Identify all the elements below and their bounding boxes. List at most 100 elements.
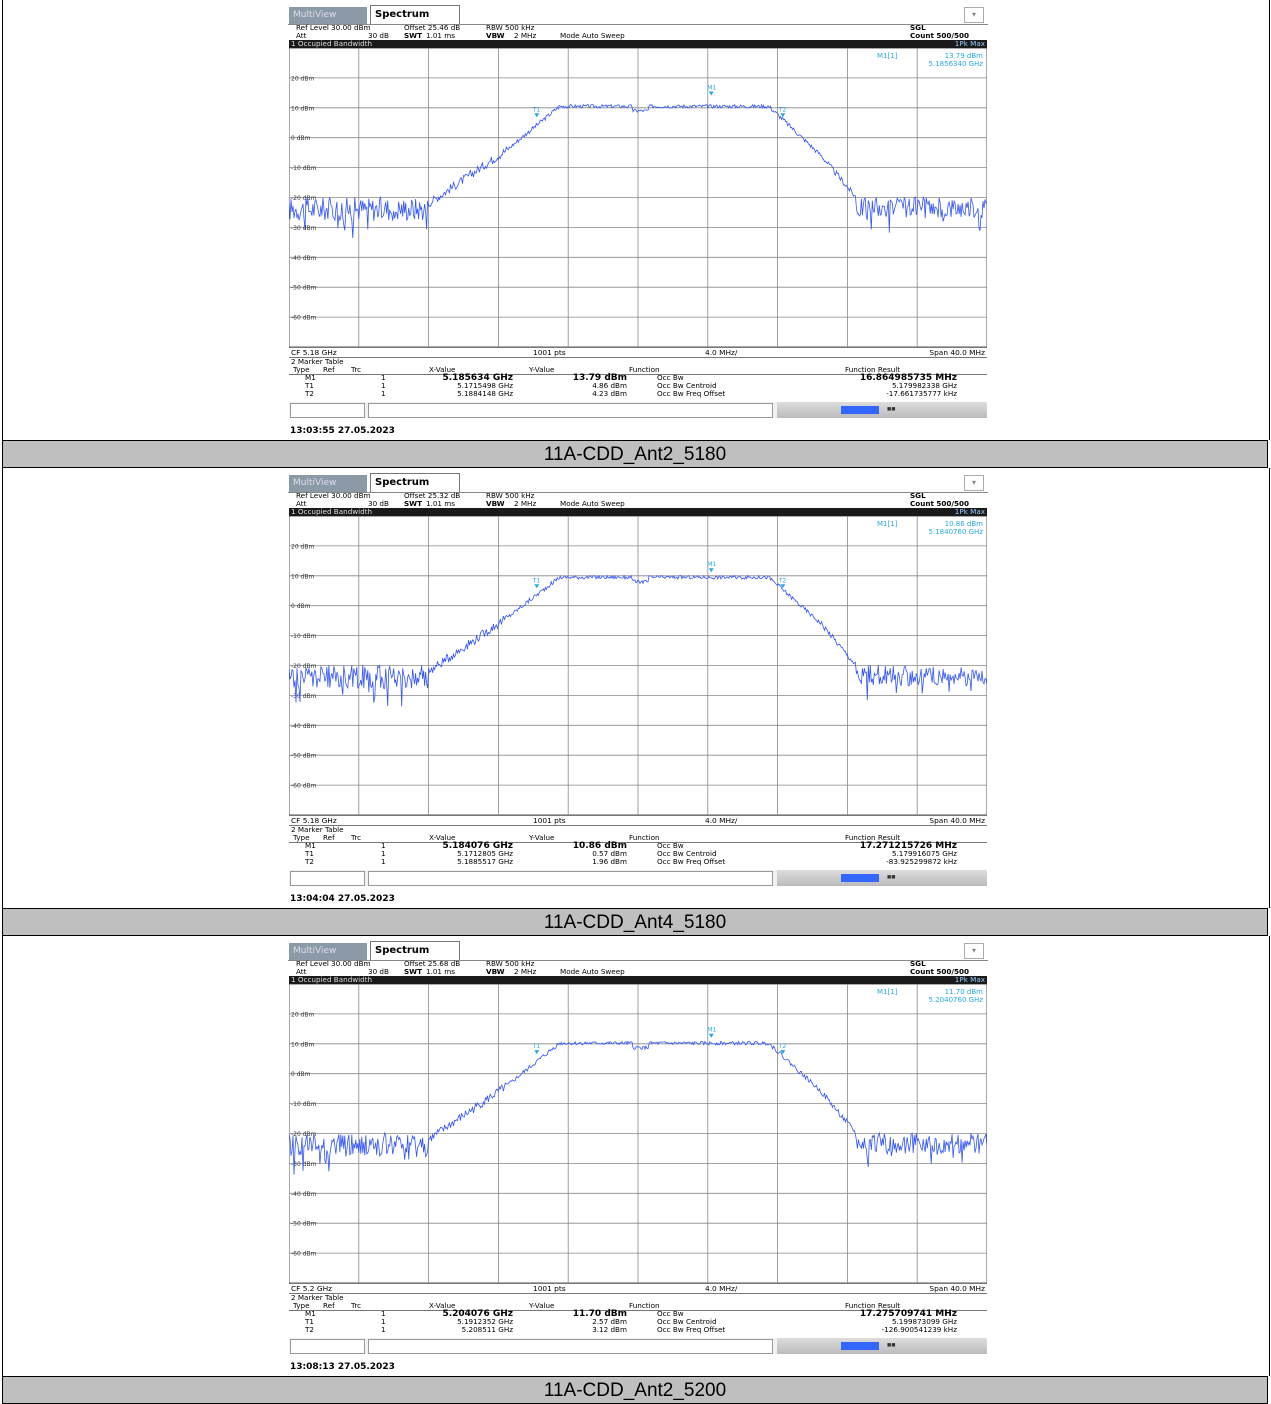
marker-table-header: X-Value [429,365,456,374]
span-value: Span 40.0 MHz [929,816,985,825]
marker-readout-level: 10.86 dBm [945,520,984,528]
freq-per-div: 4.0 MHz/ [705,1284,738,1293]
marker-label: T2 [778,1043,787,1050]
dropdown-chevron-icon[interactable]: ▾ [964,943,984,959]
analyzer-screenshot: MultiView Spectrum ▾ Ref Level 30.00 dBm Off… [288,473,988,886]
message-field [368,1339,773,1354]
row-type: T2 [305,857,314,866]
row-result: 5.199873099 GHz [891,1317,957,1326]
marker-table-header: Type [293,833,310,842]
header-rule [289,374,987,375]
marker-label: T1 [532,1043,541,1050]
trace-mode: 1Pk Max [954,975,985,984]
row-type: T2 [305,389,314,398]
swt-value: 1.01 ms [426,499,456,508]
marker-table: 2 Marker Table Type Ref Trc X-Value Y-Value Fu… [289,826,987,868]
sweep-mode: Mode Auto Sweep [560,499,625,508]
window-title-bar: 1 Occupied Bandwidth 1Pk Max [289,976,987,984]
marker-table-title: 2 Marker Table [291,1293,344,1302]
status-field [290,1339,365,1354]
marker-table-header: Ref [323,365,335,374]
row-trc: 1 [381,841,386,850]
row-result: 5.179982338 GHz [891,381,957,390]
header-rule [289,1310,987,1311]
y-tick-label: -50 dBm [291,1221,317,1228]
status-field [290,403,365,418]
row-type: M1 [305,1309,316,1318]
row-function: Occ Bw [657,841,684,850]
progress-bar [841,406,879,414]
row-x-value: 5.1884148 GHz [457,389,513,398]
offset: Offset 25.46 dB [404,23,461,32]
row-trc: 1 [381,381,386,390]
sgl-indicator: SGL [910,23,926,32]
y-tick-label: -40 dBm [291,1191,317,1198]
tab-bar: MultiView Spectrum ▾ [288,941,988,961]
sweep-points: 1001 pts [533,348,566,357]
row-trc: 1 [381,373,386,382]
tab-multiview[interactable]: MultiView [289,475,367,492]
x-axis-footer: CF 5.2 GHz 1001 pts 4.0 MHz/Span 40.0 MHz [289,1283,987,1294]
marker-table-title: 2 Marker Table [291,825,344,834]
row-y-value: 11.70 dBm [572,1309,627,1319]
row-function: Occ Bw Centroid [657,849,717,858]
row-function: Occ Bw Freq Offset [657,389,726,398]
status-info-area [777,870,987,886]
tab-multiview[interactable]: MultiView [289,943,367,960]
row-function: Occ Bw Freq Offset [657,857,726,866]
analyzer-screenshot: MultiView Spectrum ▾ Ref Level 30.00 dBm Off… [288,941,988,1354]
row-result: 5.179916075 GHz [891,849,957,858]
row-function: Occ Bw [657,1309,684,1318]
y-tick-label: -20 dBm [291,663,317,670]
spectrum-trace [288,103,988,239]
center-frequency: CF 5.18 GHz [291,348,337,357]
progress-bar [841,1342,879,1350]
settings-header: Ref Level 30.00 dBm Offset 25.32 dB RBW 50… [288,492,988,508]
marker-table-header: Type [293,1301,310,1310]
settings-header: Ref Level 30.00 dBm Offset 25.68 dB RBW 50… [288,960,988,976]
marker-label: T2 [778,106,787,113]
y-tick-label: 10 dBm [291,1041,314,1048]
dropdown-chevron-icon[interactable]: ▾ [964,7,984,23]
y-tick-label: -60 dBm [291,1251,317,1258]
sgl-indicator: SGL [910,491,926,500]
timestamp: 13:04:04 27.05.2023 [290,894,395,904]
offset: Offset 25.68 dB [404,959,461,968]
marker-t2 [780,113,786,118]
progress-bar [841,874,879,882]
y-tick-label: -30 dBm [291,1161,317,1168]
att-label: Att [296,967,307,976]
figure-caption: 11A-CDD_Ant4_5180 [2,908,1268,936]
marker-label: M1 [707,561,716,568]
vbw-label: VBW [486,967,505,976]
marker-table-header: Y-Value [529,833,555,842]
row-function: Occ Bw Centroid [657,1317,717,1326]
row-result: 17.275709741 MHz [859,1309,957,1319]
row-function: Occ Bw Freq Offset [657,1325,726,1334]
settings-header: Ref Level 30.00 dBm Offset 25.46 dB RBW 50… [288,24,988,40]
tab-spectrum[interactable]: Spectrum [370,5,460,24]
spectrum-svg: 20 dBm 10 dBm 0 dBm -10 dBm -20 dBm -30 dBm -4… [288,47,988,348]
y-tick-label: -40 dBm [291,723,317,730]
tab-spectrum[interactable]: Spectrum [370,941,460,960]
tab-spectrum[interactable]: Spectrum [370,473,460,492]
marker-t1 [534,584,540,589]
instrument-icon: ■■ [887,406,896,413]
center-frequency: CF 5.2 GHz [291,1284,333,1293]
dropdown-chevron-icon[interactable]: ▾ [964,475,984,491]
marker-table-header: Trc [351,1301,362,1310]
window-title: 1 Occupied Bandwidth [291,975,373,984]
row-y-value: 4.23 dBm [592,389,627,398]
report-cell [2,936,1270,1376]
vbw-label: VBW [486,499,505,508]
span-value: Span 40.0 MHz [929,1284,985,1293]
sgl-indicator: SGL [910,959,926,968]
y-tick-label: -10 dBm [291,1101,317,1108]
marker-table: 2 Marker Table Type Ref Trc X-Value Y-Value Fu… [289,358,987,400]
marker-readout-label: M1[1] [877,520,898,528]
freq-per-div: 4.0 MHz/ [705,816,738,825]
row-trc: 1 [381,1325,386,1334]
tab-multiview[interactable]: MultiView [289,7,367,24]
marker-label: T1 [532,577,541,584]
marker-table-header: Function Result [845,1301,901,1310]
